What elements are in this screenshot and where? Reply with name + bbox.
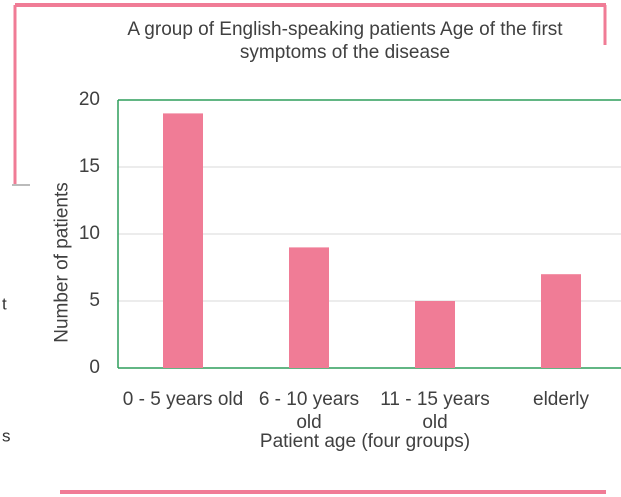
- y-tick-label: 15: [79, 156, 100, 177]
- y-tick-label: 20: [79, 89, 100, 110]
- x-tick-label: 0 - 5 years old: [122, 389, 244, 410]
- x-tick-label: 11 - 15 years old: [380, 389, 490, 433]
- bar: [415, 301, 455, 368]
- y-axis-label: Number of patients: [51, 182, 73, 343]
- fragment: t: [2, 294, 7, 313]
- bar: [541, 274, 581, 368]
- x-tick-label: elderly: [533, 389, 589, 410]
- bar: [289, 247, 329, 368]
- x-tick-label: 6 - 10 years old: [258, 389, 360, 433]
- y-tick-label: 0: [89, 357, 100, 378]
- x-axis-label: Patient age (four groups): [259, 431, 471, 452]
- chart-title: A group of English-speaking patients Age…: [127, 19, 563, 63]
- y-tick-label: 5: [89, 290, 100, 311]
- fragment: s: [2, 426, 11, 445]
- bar: [163, 113, 203, 369]
- y-tick-label: 10: [79, 223, 100, 244]
